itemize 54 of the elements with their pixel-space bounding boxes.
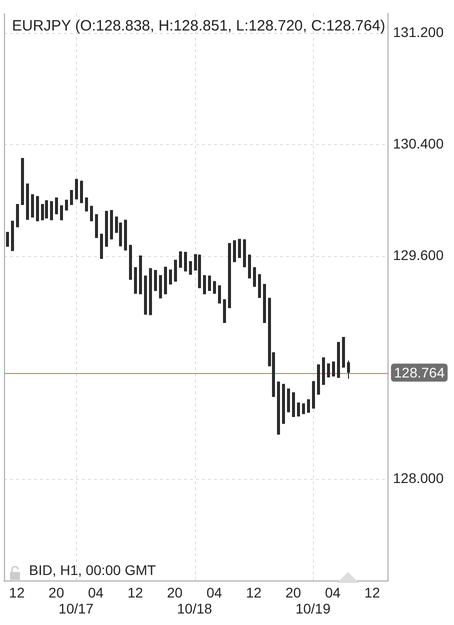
candlestick — [31, 194, 34, 218]
candlestick — [65, 200, 68, 211]
candlestick — [233, 240, 236, 262]
candlestick — [139, 256, 142, 294]
candlestick — [332, 362, 335, 376]
x-tick-label: 12 — [364, 584, 380, 600]
candlestick — [16, 204, 19, 228]
candlestick — [6, 232, 9, 247]
annotation: BID, H1, 00:00 GMT — [29, 562, 156, 578]
x-tick-label: 04 — [206, 584, 222, 600]
candlestick — [21, 158, 24, 205]
y-tick-label: 128.000 — [393, 470, 444, 486]
candlestick — [159, 275, 162, 298]
candlestick — [75, 178, 78, 200]
x-tick-label: 20 — [285, 584, 302, 600]
candlestick — [238, 238, 241, 258]
candlestick — [70, 190, 73, 205]
x2-tick-label: 10/18 — [176, 600, 212, 616]
x2-tick-label: 10/19 — [295, 600, 331, 616]
candlestick — [302, 403, 305, 414]
x-tick-label: 20 — [48, 584, 64, 600]
x-tick-label: 12 — [9, 584, 25, 600]
chart-title: EURJPY (O:128.838, H:128.851, L:128.720, C:128.764) — [12, 18, 386, 35]
candlestick — [60, 205, 63, 220]
candlestick — [312, 381, 315, 409]
y-tick-label: 131.200 — [393, 24, 444, 40]
x-tick-label: 12 — [128, 584, 144, 600]
candlestick — [317, 364, 320, 395]
candlestick — [282, 384, 285, 424]
candlestick — [322, 357, 325, 385]
candlestick — [347, 360, 350, 380]
candlestick — [179, 251, 182, 268]
candlestick — [169, 270, 172, 284]
x2-tick-label: 10/17 — [58, 600, 94, 616]
candlestick — [203, 275, 206, 294]
candlestick — [307, 399, 310, 413]
candlestick — [41, 204, 44, 220]
y-tick-label: 129.600 — [393, 246, 444, 263]
candlestick — [164, 266, 167, 294]
candlestick — [337, 342, 340, 378]
candlestick — [228, 243, 231, 308]
y-tick-label: 130.400 — [393, 135, 444, 152]
candlestick — [11, 220, 14, 251]
x-tick-label: 20 — [166, 584, 183, 600]
candlestick — [189, 261, 192, 275]
candlestick — [149, 268, 152, 316]
x-tick-label: 12 — [246, 584, 262, 600]
candlestick — [174, 260, 177, 282]
ref-line-label: 128.764 — [394, 364, 445, 381]
candlestick — [50, 201, 53, 220]
x-tick-label: 04 — [324, 584, 341, 600]
candlestick — [292, 392, 295, 417]
x-tick-label: 04 — [88, 584, 104, 600]
candlestick — [105, 210, 108, 247]
